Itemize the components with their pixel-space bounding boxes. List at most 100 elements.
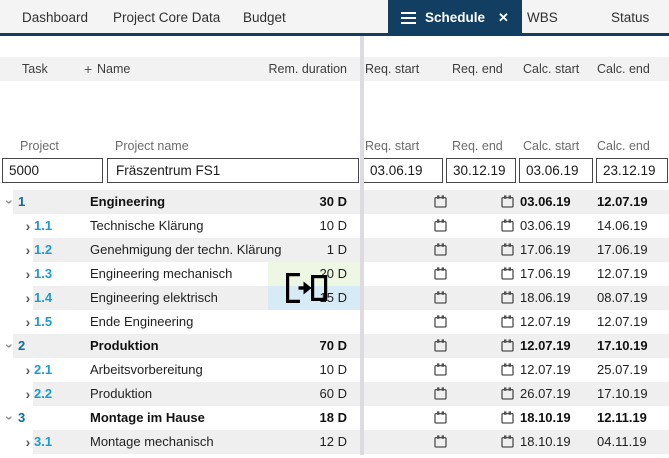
column-header-calc-end[interactable]: Calc. end bbox=[597, 62, 650, 76]
task-name[interactable]: Ende Engineering bbox=[90, 314, 194, 329]
project-field-labels: Project Project name Req. start Req. end… bbox=[0, 137, 669, 155]
task-duration[interactable]: 10 D bbox=[319, 218, 347, 233]
tab-dashboard[interactable]: Dashboard bbox=[22, 10, 89, 25]
calendar-icon bbox=[501, 219, 514, 232]
menu-hamburger-icon[interactable] bbox=[401, 9, 416, 27]
req-start-cell[interactable] bbox=[364, 358, 447, 382]
req-start-cell[interactable] bbox=[364, 334, 447, 358]
req-end-cell[interactable] bbox=[447, 406, 514, 430]
expand-chevron-icon[interactable]: › bbox=[25, 242, 31, 258]
calendar-icon bbox=[434, 411, 447, 424]
expand-chevron-icon[interactable]: › bbox=[25, 218, 31, 234]
expand-chevron-icon[interactable]: › bbox=[25, 386, 31, 402]
tab-schedule[interactable]: Schedule ✕ bbox=[388, 0, 522, 36]
column-header-rem-duration[interactable]: Rem. duration bbox=[268, 62, 347, 76]
task-row[interactable]: › 3 Montage im Hause 18 D 18.10.19 12.11… bbox=[0, 406, 669, 430]
task-duration[interactable]: 30 D bbox=[319, 194, 347, 209]
expand-chevron-icon[interactable]: › bbox=[25, 362, 31, 378]
req-start-cell[interactable] bbox=[364, 430, 447, 454]
task-row[interactable]: › 3.1 Montage mechanisch 12 D 18.10.19 0… bbox=[0, 430, 669, 454]
req-end-cell[interactable] bbox=[447, 214, 514, 238]
task-row[interactable]: › 2 Produktion 70 D 12.07.19 17.10.19 bbox=[0, 334, 669, 358]
task-row[interactable]: › 2.2 Produktion 60 D 26.07.19 17.10.19 bbox=[0, 382, 669, 406]
link-tasks-cursor-icon bbox=[283, 272, 329, 311]
task-id: 1.3 bbox=[34, 266, 53, 281]
project-calc-end-input[interactable] bbox=[596, 158, 668, 183]
task-row[interactable]: › 1.5 Ende Engineering 12.07.19 12.07.19 bbox=[0, 310, 669, 334]
expand-chevron-icon[interactable]: › bbox=[25, 290, 31, 306]
expand-chevron-icon[interactable]: › bbox=[25, 434, 31, 450]
req-start-cell[interactable] bbox=[364, 190, 447, 214]
task-duration[interactable]: 1 D bbox=[326, 242, 347, 257]
project-req-end-input[interactable] bbox=[446, 158, 516, 183]
project-number-input[interactable] bbox=[2, 158, 103, 183]
table-column-header: Task + Name Rem. duration Req. start Req… bbox=[0, 57, 669, 81]
task-name[interactable]: Montage im Hause bbox=[90, 410, 205, 425]
task-name[interactable]: Engineering mechanisch bbox=[90, 266, 233, 281]
task-duration[interactable]: 60 D bbox=[319, 386, 347, 401]
req-end-cell[interactable] bbox=[447, 238, 514, 262]
task-duration[interactable]: 10 D bbox=[319, 362, 347, 377]
task-row[interactable]: › 2.1 Arbeitsvorbereitung 10 D 12.07.19 … bbox=[0, 358, 669, 382]
expand-chevron-icon[interactable]: › bbox=[25, 266, 31, 282]
add-column-icon[interactable]: + bbox=[84, 61, 93, 77]
task-id: 2.1 bbox=[34, 362, 53, 377]
project-name-input[interactable] bbox=[107, 158, 359, 183]
req-start-cell[interactable] bbox=[364, 286, 447, 310]
project-req-start-input[interactable] bbox=[363, 158, 443, 183]
task-name[interactable]: Produktion bbox=[90, 386, 153, 401]
req-start-cell[interactable] bbox=[364, 214, 447, 238]
task-name[interactable]: Engineering bbox=[90, 194, 166, 209]
task-name[interactable]: Technische Klärung bbox=[90, 218, 204, 233]
pane-divider[interactable] bbox=[360, 36, 364, 455]
column-header-task[interactable]: Task bbox=[22, 62, 48, 76]
task-row[interactable]: › 1.3 Engineering mechanisch 20 D 17.06.… bbox=[0, 262, 669, 286]
req-end-cell[interactable] bbox=[447, 382, 514, 406]
req-end-cell[interactable] bbox=[447, 286, 514, 310]
task-name[interactable]: Engineering elektrisch bbox=[90, 290, 218, 305]
req-end-label: Req. end bbox=[452, 139, 503, 153]
task-name[interactable]: Genehmigung der techn. Klärung bbox=[90, 242, 282, 257]
task-row[interactable]: › 1.4 Engineering elektrisch 15 D 18.06.… bbox=[0, 286, 669, 310]
task-name[interactable]: Arbeitsvorbereitung bbox=[90, 362, 203, 377]
calc-end-value: 17.10.19 bbox=[597, 386, 648, 401]
tab-budget[interactable]: Budget bbox=[243, 10, 286, 25]
task-duration[interactable]: 18 D bbox=[319, 410, 347, 425]
task-duration[interactable] bbox=[268, 310, 360, 334]
req-start-cell[interactable] bbox=[364, 382, 447, 406]
task-duration[interactable]: 70 D bbox=[319, 338, 347, 353]
req-end-cell[interactable] bbox=[447, 334, 514, 358]
task-id: 3 bbox=[18, 410, 26, 425]
task-row[interactable]: › 1.1 Technische Klärung 10 D 03.06.19 1… bbox=[0, 214, 669, 238]
column-header-req-end[interactable]: Req. end bbox=[452, 62, 503, 76]
task-row[interactable]: › 1 Engineering 30 D 03.06.19 12.07.19 bbox=[0, 190, 669, 214]
req-end-cell[interactable] bbox=[447, 262, 514, 286]
task-name[interactable]: Montage mechanisch bbox=[90, 434, 214, 449]
column-header-calc-start[interactable]: Calc. start bbox=[523, 62, 580, 76]
calendar-icon bbox=[501, 315, 514, 328]
tab-project-core-data[interactable]: Project Core Data bbox=[113, 10, 221, 25]
req-end-cell[interactable] bbox=[447, 430, 514, 454]
column-header-name[interactable]: Name bbox=[97, 62, 131, 76]
req-start-cell[interactable] bbox=[364, 310, 447, 334]
calc-end-value: 04.11.19 bbox=[597, 434, 647, 449]
project-label: Project bbox=[20, 139, 59, 153]
close-tab-icon[interactable]: ✕ bbox=[498, 10, 509, 25]
project-calc-start-input[interactable] bbox=[519, 158, 593, 183]
req-start-cell[interactable] bbox=[364, 262, 447, 286]
req-start-cell[interactable] bbox=[364, 238, 447, 262]
expand-chevron-icon[interactable]: › bbox=[25, 314, 31, 330]
task-name[interactable]: Produktion bbox=[90, 338, 159, 353]
column-header-req-start[interactable]: Req. start bbox=[365, 62, 420, 76]
req-end-cell[interactable] bbox=[447, 358, 514, 382]
calendar-icon bbox=[434, 435, 447, 448]
task-row[interactable]: › 1.2 Genehmigung der techn. Klärung 1 D… bbox=[0, 238, 669, 262]
calendar-icon bbox=[434, 387, 447, 400]
req-end-cell[interactable] bbox=[447, 310, 514, 334]
req-start-cell[interactable] bbox=[364, 406, 447, 430]
tab-status[interactable]: Status bbox=[611, 10, 650, 25]
req-end-cell[interactable] bbox=[447, 190, 514, 214]
task-id: 2.2 bbox=[34, 386, 53, 401]
task-duration[interactable]: 12 D bbox=[319, 434, 347, 449]
tab-wbs[interactable]: WBS bbox=[527, 10, 558, 25]
